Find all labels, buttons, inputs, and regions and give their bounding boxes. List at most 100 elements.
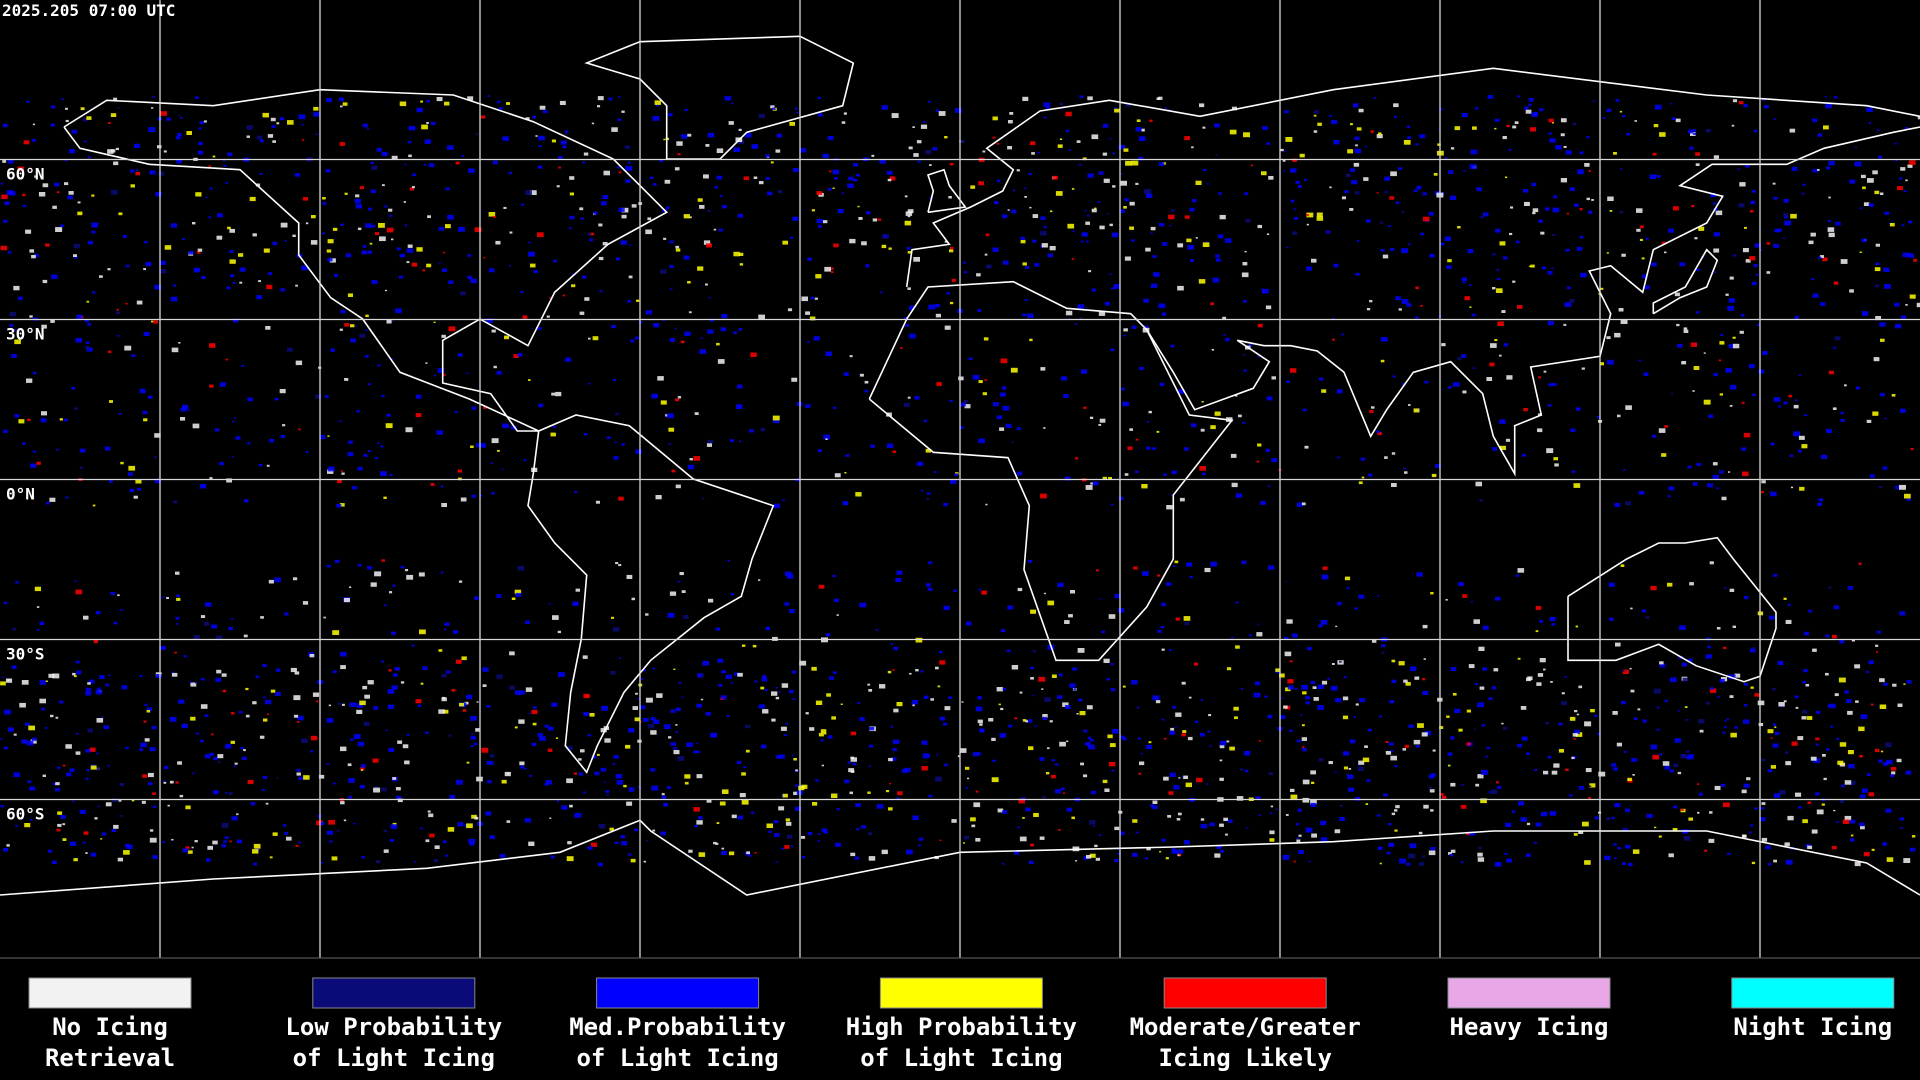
icing-pixel [869, 726, 875, 731]
icing-pixel [457, 353, 463, 357]
icing-pixel [1875, 644, 1879, 647]
icing-pixel [978, 181, 984, 186]
icing-pixel [141, 800, 146, 804]
icing-pixel [378, 223, 385, 228]
legend-label: Night Icing [1733, 1013, 1892, 1041]
icing-pixel [1762, 98, 1766, 101]
icing-pixel [1043, 116, 1047, 119]
icing-pixel [218, 760, 221, 763]
icing-pixel [508, 171, 512, 175]
icing-pixel [868, 744, 873, 748]
icing-pixel [1529, 265, 1532, 267]
icing-pixel [1874, 267, 1881, 272]
icing-pixel [1815, 792, 1820, 796]
icing-pixel [1607, 359, 1614, 365]
icing-pixel [72, 800, 75, 803]
icing-pixel [850, 731, 856, 736]
icing-pixel [1039, 836, 1045, 840]
icing-pixel [238, 253, 244, 257]
icing-pixel [1422, 216, 1430, 222]
icing-pixel [14, 329, 17, 331]
icing-pixel [850, 756, 855, 760]
icing-pixel [80, 107, 85, 111]
icing-pixel [1441, 795, 1447, 799]
icing-pixel [1224, 238, 1232, 243]
icing-pixel [296, 772, 301, 776]
icing-pixel [598, 223, 603, 227]
icing-pixel [578, 758, 582, 761]
icing-pixel [1826, 748, 1830, 751]
icing-pixel [706, 799, 712, 803]
icing-pixel [1310, 799, 1317, 805]
icing-pixel [79, 809, 86, 814]
icing-pixel [777, 190, 783, 194]
icing-pixel [229, 259, 236, 264]
icing-pixel [1208, 714, 1212, 717]
icing-pixel [1875, 748, 1880, 753]
icing-pixel [1871, 848, 1875, 851]
icing-pixel [760, 744, 767, 749]
icing-pixel [1584, 163, 1590, 167]
icing-pixel [1478, 646, 1485, 651]
icing-pixel [1452, 693, 1457, 696]
icing-pixel [145, 261, 152, 267]
icing-pixel [485, 811, 492, 816]
icing-pixel [1119, 831, 1125, 836]
icing-pixel [63, 418, 68, 422]
icing-pixel [1422, 624, 1428, 629]
icing-pixel [1741, 401, 1745, 404]
icing-pixel [1353, 162, 1360, 167]
icing-pixel [1875, 651, 1879, 653]
icing-pixel [724, 96, 732, 101]
icing-pixel [1517, 743, 1523, 748]
icing-pixel [958, 376, 964, 381]
icing-pixel [91, 194, 95, 197]
icing-pixel [564, 132, 568, 135]
icing-pixel [498, 107, 503, 110]
icing-pixel [479, 443, 486, 448]
icing-pixel [1242, 421, 1246, 424]
icing-pixel [1177, 849, 1184, 854]
icing-pixel [347, 293, 353, 297]
icing-pixel [1260, 500, 1266, 505]
legend-swatch [596, 977, 760, 1009]
icing-pixel [296, 768, 301, 772]
icing-pixel [1256, 460, 1260, 463]
icing-pixel [1751, 190, 1756, 193]
icing-pixel [752, 644, 757, 648]
icing-pixel [1835, 221, 1841, 226]
icing-pixel [1773, 196, 1778, 200]
icing-pixel [836, 614, 839, 616]
icing-pixel [779, 754, 785, 759]
icing-pixel [751, 144, 759, 149]
icing-pixel [1626, 133, 1630, 136]
icing-pixel [294, 173, 300, 177]
icing-pixel [449, 794, 456, 799]
icing-pixel [970, 817, 976, 822]
icing-pixel [904, 195, 908, 198]
icing-pixel [239, 281, 243, 284]
icing-pixel [488, 268, 495, 273]
icing-pixel [1084, 210, 1087, 212]
icing-pixel [524, 768, 527, 770]
icing-pixel [705, 144, 710, 147]
icing-pixel [1267, 714, 1273, 719]
icing-pixel [204, 714, 209, 717]
icing-pixel [1802, 192, 1805, 195]
icing-pixel [1428, 212, 1434, 216]
icing-pixel [914, 396, 920, 400]
icing-pixel [1219, 777, 1224, 781]
icing-pixel [1219, 214, 1226, 220]
icing-pixel [1376, 430, 1380, 433]
icing-pixel [301, 265, 309, 271]
icing-pixel [131, 799, 135, 802]
icing-pixel [972, 752, 979, 757]
icing-pixel [1223, 334, 1226, 336]
icing-pixel [1729, 588, 1735, 592]
icing-pixel [1574, 203, 1579, 207]
icing-pixel [268, 579, 274, 584]
icing-pixel [1335, 625, 1338, 628]
icing-pixel [1298, 834, 1302, 837]
icing-pixel [720, 327, 727, 332]
icing-pixel [65, 119, 69, 123]
